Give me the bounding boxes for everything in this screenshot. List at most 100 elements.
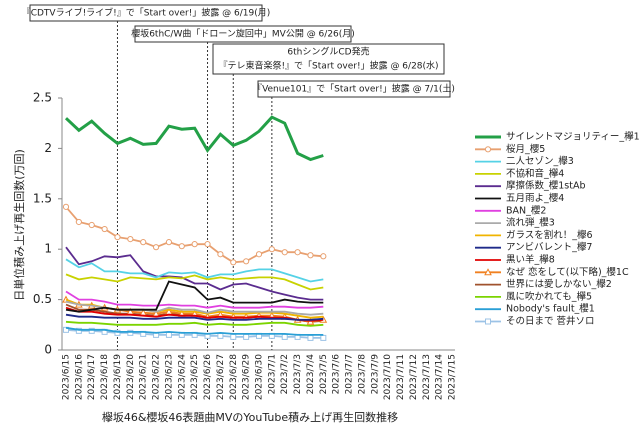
y-tick-label: 1.5	[33, 191, 52, 205]
x-tick-label: 2023/7/7	[345, 354, 355, 394]
x-tick-label: 2023/6/16	[74, 354, 84, 400]
point	[294, 249, 301, 256]
legend-marker	[484, 146, 492, 153]
legend-label: 五月雨よ_櫻4	[506, 192, 564, 204]
annotation-text: 櫻坂6thC/W曲「ドローン旋回中」MV公開 @ 6/26(月)	[131, 28, 355, 40]
x-tick-label: 2023/7/5	[319, 354, 329, 394]
legend-label: 世界には愛しかない_欅2	[506, 278, 612, 290]
point	[114, 234, 121, 241]
legend-label: その日まで 菅井ソロ	[506, 315, 595, 327]
y-tick-label: 1	[44, 242, 52, 256]
point	[75, 218, 82, 226]
point	[255, 251, 263, 258]
point	[165, 331, 172, 338]
legend-label: 風に吹かれても_欅5	[506, 290, 592, 302]
x-tick-label: 2023/6/27	[216, 354, 226, 400]
x-tick-label: 2023/7/8	[357, 354, 367, 395]
x-tick-label: 2023/7/11	[396, 354, 406, 400]
x-tick-label: 2023/6/19	[113, 354, 123, 400]
x-tick-label: 2023/6/28	[229, 354, 239, 400]
y-axis-label: 日単位積み上げ再生回数(万回)	[12, 149, 26, 301]
y-tick-label: 0.5	[33, 292, 52, 306]
legend-label: BAN_櫻2	[506, 204, 546, 216]
x-tick-label: 2023/7/15	[448, 354, 458, 400]
series-line	[65, 246, 324, 301]
point	[191, 241, 198, 248]
annotation-text: 6thシングルCD発売	[287, 46, 369, 58]
x-tick-label: 2023/6/20	[126, 354, 136, 400]
annotation-text: 『CDTVライブ!ライブ!』で「Start over!」披露 @ 6/19(月)	[22, 7, 271, 19]
point	[307, 252, 314, 259]
point	[114, 329, 121, 336]
x-tick-label: 2023/6/17	[87, 354, 97, 400]
x-tick-label: 2023/6/21	[139, 354, 149, 400]
point	[217, 251, 224, 258]
point	[75, 327, 82, 334]
x-tick-label: 2023/7/1	[267, 354, 277, 394]
point	[230, 333, 237, 340]
annotation-box	[29, 4, 263, 22]
legend-marker	[485, 318, 491, 325]
point	[281, 249, 288, 256]
legend-label: 不協和音_欅4	[506, 167, 564, 179]
point	[165, 239, 173, 246]
legend-label: Nobody's fault_櫻1	[506, 303, 595, 315]
point	[101, 225, 108, 233]
x-tick-label: 2023/7/12	[409, 354, 419, 400]
point	[307, 334, 314, 341]
series-line	[65, 258, 324, 283]
annotation-text: 『テレ東音楽祭!』で「Start over!」披露 @ 6/28(水)	[218, 60, 438, 72]
x-tick-label: 2023/6/26	[203, 354, 213, 400]
series-line	[65, 326, 324, 336]
x-tick-label: 2023/7/6	[332, 354, 342, 395]
point	[204, 241, 211, 248]
legend-label: ガラスを割れ！_欅6	[506, 229, 593, 241]
x-tick-label: 2023/6/29	[242, 354, 252, 400]
point	[88, 221, 95, 229]
point	[63, 326, 69, 333]
annotation-box	[257, 80, 451, 98]
series-line	[65, 306, 324, 322]
x-tick-label: 2023/7/9	[370, 354, 380, 395]
point	[127, 236, 134, 243]
x-tick-label: 2023/7/14	[435, 354, 445, 400]
legend-label: サイレントマジョリティー_欅1	[506, 132, 640, 143]
point	[62, 203, 70, 210]
legend-label: 摩擦係数_櫻1stAb	[506, 180, 586, 192]
legend-label: アンビバレント_欅7	[506, 242, 592, 253]
x-tick-label: 2023/6/22	[152, 354, 162, 400]
point	[268, 246, 275, 253]
point	[243, 258, 250, 265]
point	[88, 327, 95, 334]
x-tick-label: 2023/6/30	[255, 354, 265, 400]
series-line	[65, 280, 324, 313]
series-line	[65, 290, 324, 309]
x-tick-label: 2023/6/15	[62, 354, 72, 400]
annotation-box	[212, 43, 445, 75]
x-tick-label: 2023/6/24	[177, 354, 187, 400]
point	[127, 329, 134, 336]
annotation-box	[134, 25, 352, 43]
legend-marker	[484, 268, 492, 276]
legend-label: 二人セゾン_欅3	[506, 156, 574, 167]
point	[320, 253, 327, 260]
legend-label: 桜月_櫻5	[506, 143, 545, 155]
x-tick-label: 2023/7/13	[422, 354, 432, 400]
x-axis-label: 欅坂46&櫻坂46表題曲MVのYouTube積み上げ再生回数推移	[102, 410, 398, 424]
point	[217, 332, 224, 339]
series-line	[64, 115, 324, 162]
x-tick-label: 2023/7/2	[280, 354, 290, 394]
y-tick-label: 2.5	[33, 91, 52, 105]
point	[152, 244, 160, 251]
y-tick-label: 2	[44, 141, 52, 155]
point	[281, 333, 288, 340]
annotation-text: 『Venue101』で「Start over!」披露 @ 7/1(土)	[253, 83, 455, 95]
legend-label: 黒い羊_欅8	[506, 254, 555, 266]
legend-label: 流れ弾_櫻3	[506, 217, 555, 229]
point	[320, 334, 327, 341]
x-tick-label: 2023/6/18	[100, 354, 110, 400]
point	[140, 239, 147, 246]
y-tick-label: 0	[44, 343, 52, 357]
point	[243, 333, 250, 340]
